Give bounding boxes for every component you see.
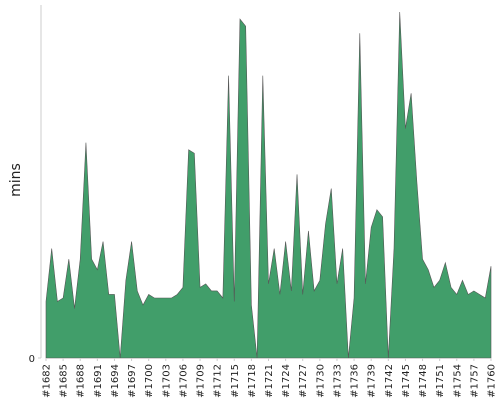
- x-tick-label: #1736: [350, 364, 361, 398]
- x-tick-label: #1694: [110, 364, 121, 398]
- x-tick-label: #1745: [401, 364, 412, 398]
- x-tick-label: #1754: [452, 364, 463, 398]
- x-tick-label: #1706: [178, 364, 189, 398]
- y-axis-label: mins: [8, 163, 24, 197]
- x-tick-label: #1733: [332, 364, 343, 398]
- x-tick-label: #1709: [196, 364, 207, 398]
- x-tick-label: #1700: [144, 364, 155, 398]
- x-tick-label: #1748: [418, 364, 429, 398]
- area: [45, 12, 492, 359]
- x-tick-label: #1688: [76, 364, 87, 398]
- x-tick-label: #1751: [435, 364, 446, 398]
- x-tick-label: #1685: [59, 364, 70, 398]
- x-tick-label: #1718: [247, 364, 258, 398]
- x-tick-label: #1724: [281, 364, 292, 398]
- x-tick-label: #1697: [127, 364, 138, 398]
- x-tick-label: #1691: [93, 364, 104, 398]
- x-tick-label: #1757: [469, 364, 480, 398]
- x-tick-label: #1730: [315, 364, 326, 398]
- y-tick-label: 0: [29, 354, 35, 365]
- x-tick-label: #1721: [264, 364, 275, 398]
- x-tick-label: #1712: [213, 364, 224, 398]
- x-tick-label: #1742: [384, 364, 395, 398]
- x-tick-label: #1682: [42, 364, 53, 398]
- x-tick-label: #1739: [367, 364, 378, 398]
- x-tick-label: #1715: [230, 364, 241, 398]
- x-tick-label: #1703: [161, 364, 172, 398]
- x-tick-label: #1727: [298, 364, 309, 398]
- x-tick-label: #1760: [487, 364, 498, 398]
